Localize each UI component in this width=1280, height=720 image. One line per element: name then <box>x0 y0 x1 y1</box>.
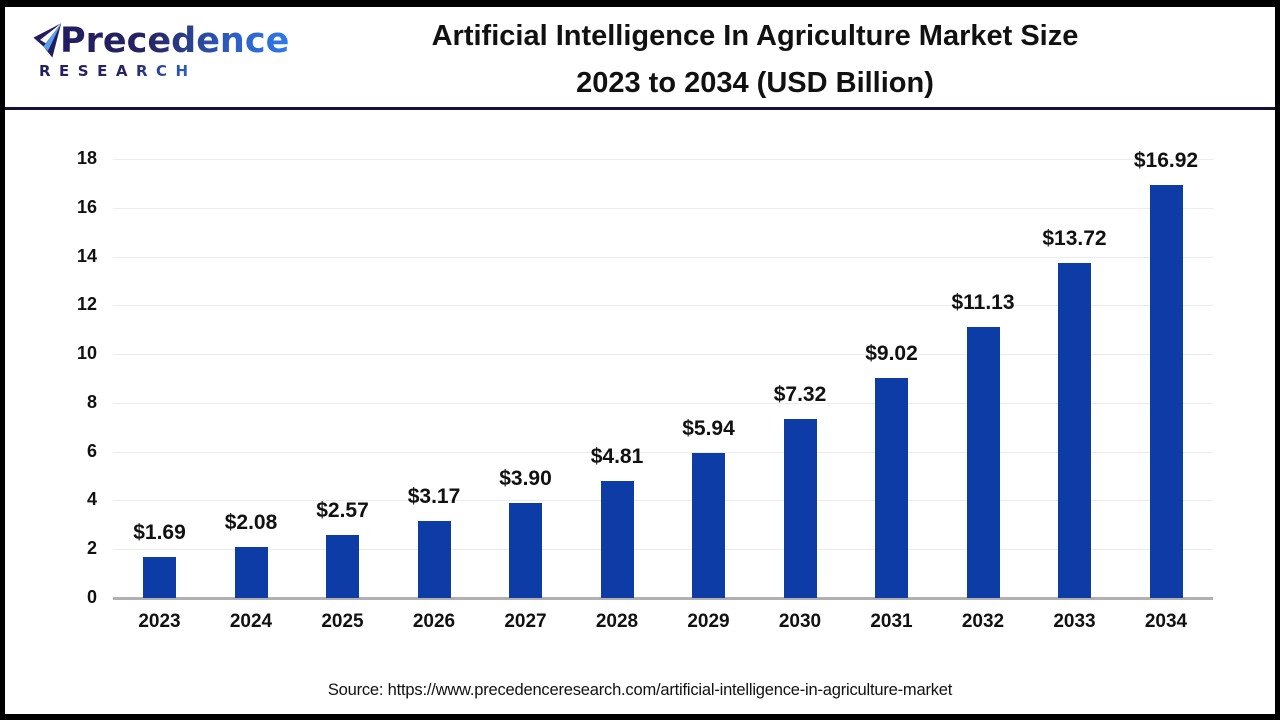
y-tick-label: 2 <box>86 538 97 559</box>
bar-chart: 0 2 4 6 8 10 12 14 16 18 $1.69 2023 $2.08 2024 $2.57 20… <box>5 110 1275 666</box>
y-tick-label: 14 <box>76 245 97 266</box>
x-tick-label: 2032 <box>961 611 1005 632</box>
x-tick-label: 2031 <box>870 611 913 632</box>
bar <box>326 535 359 598</box>
bar <box>234 547 268 598</box>
bar-value-label: $3.17 <box>407 484 461 508</box>
bar-value-label: $13.72 <box>1042 227 1107 251</box>
chart-title: Artificial Intelligence In Agriculture M… <box>235 7 1275 107</box>
bar <box>692 453 725 598</box>
bar-value-label: $9.02 <box>865 342 918 365</box>
gridline <box>113 305 1213 307</box>
x-tick-label: 2026 <box>412 611 456 632</box>
y-tick-label: 4 <box>86 489 97 510</box>
y-tick-label: 18 <box>76 148 97 168</box>
bar-value-label: $2.08 <box>224 511 278 535</box>
bar <box>875 378 908 598</box>
bar-value-label: $4.81 <box>590 444 644 468</box>
footer: Source: https://www.precedenceresearch.c… <box>5 666 1275 714</box>
y-tick-label: 8 <box>86 391 97 412</box>
bar-value-label: $11.13 <box>951 290 1015 314</box>
gridline <box>113 451 1213 453</box>
x-tick-label: 2028 <box>595 611 639 632</box>
bar <box>600 480 634 598</box>
precedence-logo-mark-icon <box>31 21 67 61</box>
gridline <box>113 354 1213 356</box>
gridline <box>113 500 1213 502</box>
x-tick-label: 2027 <box>504 611 547 632</box>
gridline <box>113 256 1213 258</box>
bar-value-label: $3.90 <box>499 466 552 490</box>
x-axis-line <box>113 597 1213 600</box>
bar-value-label: $1.69 <box>133 520 186 544</box>
x-tick-label: 2024 <box>229 611 273 632</box>
header: Precedence RESEARCH Artificial Intellige… <box>5 7 1275 110</box>
bar <box>509 502 542 598</box>
logo-wordmark: Precedence <box>60 21 290 61</box>
bar <box>783 419 817 598</box>
y-tick-label: 0 <box>86 587 97 607</box>
y-tick-label: 16 <box>76 196 97 217</box>
x-tick-label: 2030 <box>778 611 822 632</box>
y-tick-label: 12 <box>76 294 97 315</box>
x-tick-label: 2023 <box>138 611 181 632</box>
precedence-research-logo: Precedence RESEARCH <box>5 7 289 107</box>
gridline <box>113 159 1213 160</box>
bar-value-label: $2.57 <box>316 499 369 523</box>
logo-subtitle: RESEARCH <box>31 62 235 80</box>
y-tick-label: 10 <box>76 343 97 364</box>
source-citation: Source: https://www.precedenceresearch.c… <box>327 680 953 699</box>
bar <box>143 556 176 598</box>
logo-row: Precedence <box>31 21 289 61</box>
chart-title-line1: Artificial Intelligence In Agriculture M… <box>431 20 1079 52</box>
bar <box>1149 185 1183 598</box>
x-tick-label: 2029 <box>687 611 730 632</box>
gridline <box>113 402 1213 404</box>
chart-title-line2: 2023 to 2034 (USD Billion) <box>576 67 934 99</box>
bar <box>966 326 1000 598</box>
gridline <box>113 207 1213 209</box>
x-tick-label: 2033 <box>1053 611 1096 632</box>
bar-value-label: $7.32 <box>773 383 827 407</box>
bar-value-label: $16.92 <box>1133 149 1199 173</box>
y-tick-label: 6 <box>86 440 97 461</box>
bar-value-label: $5.94 <box>682 417 735 441</box>
x-tick-label: 2025 <box>321 611 364 632</box>
gridline <box>113 549 1213 551</box>
x-tick-label: 2034 <box>1144 611 1188 632</box>
bar <box>417 520 451 598</box>
bar <box>1058 263 1091 598</box>
